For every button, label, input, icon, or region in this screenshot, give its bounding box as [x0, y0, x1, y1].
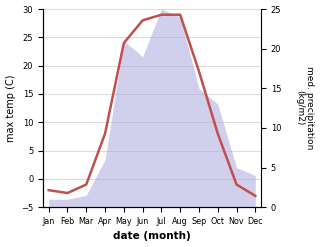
Y-axis label: med. precipitation
(kg/m2): med. precipitation (kg/m2) [295, 66, 315, 150]
X-axis label: date (month): date (month) [113, 231, 191, 242]
Y-axis label: max temp (C): max temp (C) [5, 74, 16, 142]
